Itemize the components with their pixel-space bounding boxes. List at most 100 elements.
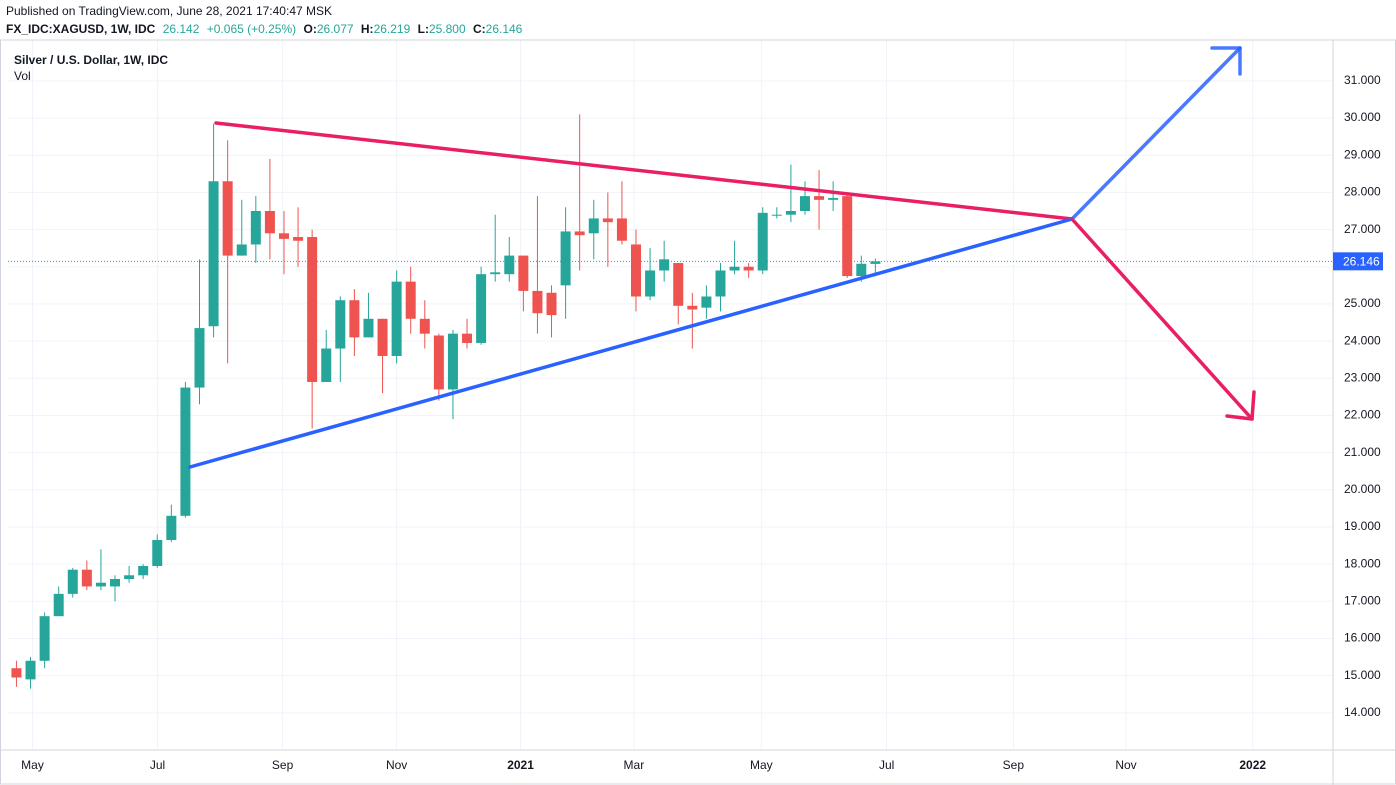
- symbol: FX_IDC:XAGUSD, 1W, IDC: [6, 22, 156, 36]
- candle-body: [771, 214, 782, 216]
- down-arrow: [1070, 217, 1254, 421]
- x-tick-label: Jul: [879, 758, 894, 772]
- candle-body: [110, 579, 121, 587]
- symbol-line: FX_IDC:XAGUSD, 1W, IDC 26.142 +0.065 (+0…: [6, 22, 523, 36]
- support-line: [188, 217, 1074, 469]
- candle-body: [419, 318, 430, 334]
- candle-body: [743, 266, 754, 271]
- published: Published on TradingView.com, June 28, 2…: [6, 4, 332, 18]
- y-tick-label: 31.000: [1344, 73, 1381, 87]
- x-tick-label: Nov: [1115, 758, 1136, 772]
- candle-body: [433, 335, 444, 390]
- candle-body: [11, 668, 22, 678]
- candle-body: [377, 318, 388, 356]
- candle-body: [405, 281, 416, 319]
- candle-body: [645, 270, 656, 297]
- candle-body: [208, 181, 219, 327]
- candle-body: [518, 255, 529, 291]
- candle-body: [293, 237, 304, 241]
- candle-body: [152, 539, 163, 566]
- candle-body: [504, 255, 515, 275]
- candle-body: [574, 231, 585, 236]
- ohlc-value: 26.219: [374, 22, 411, 36]
- ohlc-label: C:: [473, 22, 486, 36]
- y-tick-label: 29.000: [1344, 147, 1381, 161]
- candle-body: [856, 263, 867, 277]
- y-tick-label: 22.000: [1344, 408, 1381, 422]
- candle-body: [490, 272, 501, 275]
- price: 26.142: [163, 22, 200, 36]
- x-tick-label: Nov: [386, 758, 407, 772]
- last-price-label: 26.146: [1343, 254, 1380, 268]
- ohlc-label: L:: [418, 22, 429, 36]
- x-tick-label: Jul: [150, 758, 165, 772]
- y-tick-label: 21.000: [1344, 445, 1381, 459]
- candle-body: [236, 244, 247, 256]
- last-price-box: [1333, 252, 1383, 271]
- candle-body: [546, 292, 557, 316]
- y-tick-label: 16.000: [1344, 631, 1381, 645]
- candle-body: [462, 333, 473, 343]
- y-tick-label: 18.000: [1344, 556, 1381, 570]
- candle-body: [363, 318, 374, 338]
- candle-body: [250, 210, 261, 245]
- candle-body: [39, 616, 50, 661]
- candle-body: [335, 300, 346, 349]
- candle-body: [729, 266, 740, 271]
- candle-body: [842, 196, 853, 277]
- candle-body: [194, 328, 205, 388]
- chart-title: Silver / U.S. Dollar, 1W, IDC: [14, 53, 168, 67]
- up-arrow-head: [1210, 46, 1242, 76]
- candle-body: [278, 233, 289, 239]
- candle-body: [476, 274, 487, 343]
- candle-body: [715, 270, 726, 297]
- x-tick-label: 2022: [1239, 758, 1266, 772]
- grid: [8, 40, 1333, 750]
- ohlc-label: H:: [361, 22, 374, 36]
- y-tick-label: 17.000: [1344, 593, 1381, 607]
- candle-body: [814, 196, 825, 200]
- candle-body: [588, 218, 599, 234]
- candle-body: [307, 237, 318, 382]
- candle-body: [53, 593, 64, 617]
- candle-body: [532, 290, 543, 314]
- ohlc-value: 25.800: [429, 22, 466, 36]
- candle-body: [391, 281, 402, 356]
- ohlc-value: 26.146: [486, 22, 523, 36]
- candle-body: [631, 244, 642, 297]
- candle-body: [870, 261, 881, 264]
- candle-body: [95, 582, 106, 587]
- candle-body: [616, 218, 627, 241]
- x-tick-label: May: [750, 758, 773, 772]
- x-tick-label: Mar: [624, 758, 645, 772]
- candle-body: [222, 181, 233, 256]
- candle-body: [701, 296, 712, 308]
- candle-body: [757, 212, 768, 271]
- candle-body: [828, 197, 839, 200]
- candle-body: [799, 196, 810, 211]
- candle-body: [673, 263, 684, 306]
- candle-body: [785, 210, 796, 215]
- ohlc-label: O:: [304, 22, 317, 36]
- y-tick-label: 15.000: [1344, 668, 1381, 682]
- y-tick-label: 24.000: [1344, 333, 1381, 347]
- x-tick-label: May: [21, 758, 44, 772]
- y-tick-label: 25.000: [1344, 296, 1381, 310]
- candle-body: [321, 348, 332, 382]
- y-tick-label: 27.000: [1344, 222, 1381, 236]
- candle-body: [349, 300, 360, 338]
- candle-body: [67, 569, 78, 594]
- ohlc-value: 26.077: [317, 22, 354, 36]
- x-tick-label: 2021: [507, 758, 534, 772]
- down-arrow-head: [1225, 390, 1256, 421]
- y-tick-label: 30.000: [1344, 110, 1381, 124]
- candle-body: [25, 660, 36, 680]
- candle-body: [180, 387, 191, 516]
- y-tick-label: 28.000: [1344, 185, 1381, 199]
- drawings: [188, 46, 1256, 469]
- candle-body: [602, 218, 613, 223]
- chart-subtitle: Vol: [14, 69, 31, 83]
- up-arrow: [1070, 46, 1242, 221]
- candle-body: [124, 575, 135, 580]
